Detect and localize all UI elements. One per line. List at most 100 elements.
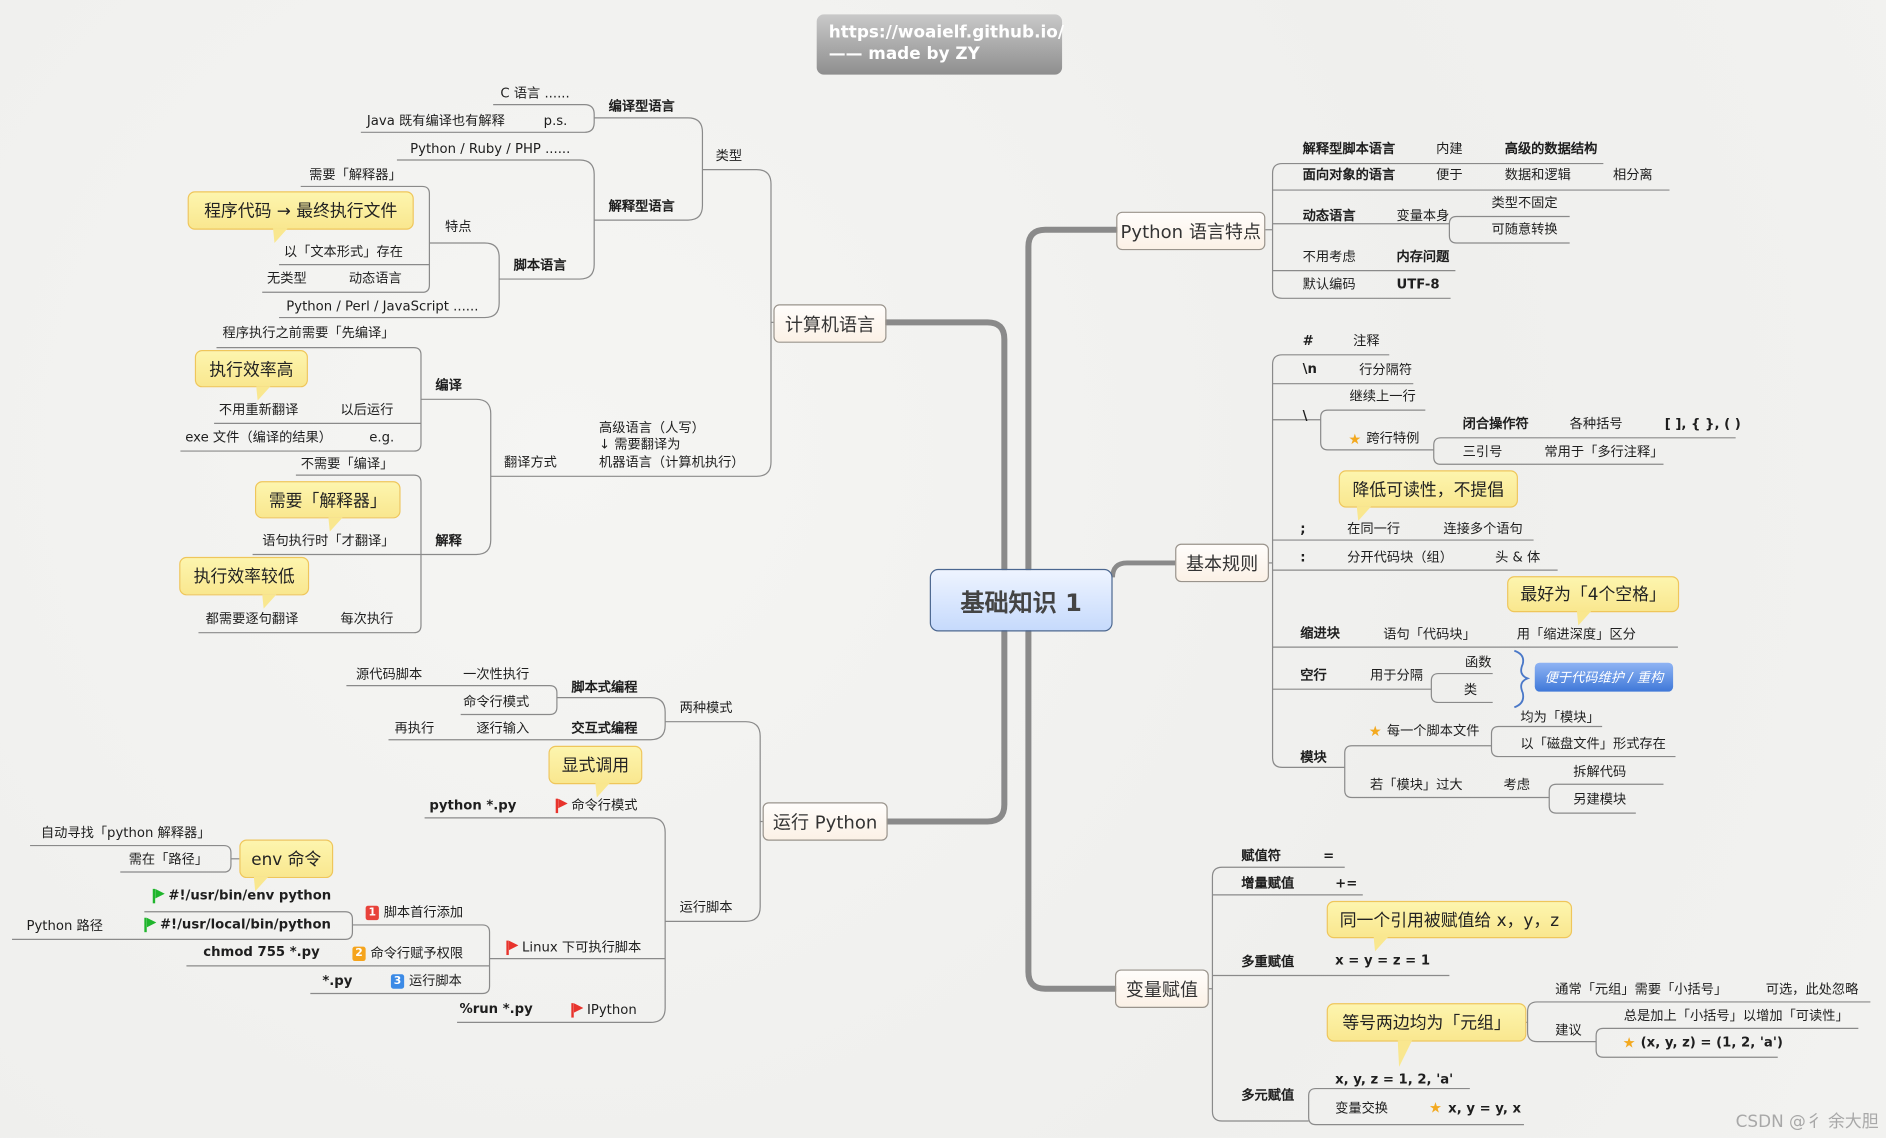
node-label: 每次执行 [340,611,394,627]
callout-note: 降低可读性，不提倡 [1338,470,1518,508]
topic-python-features[interactable]: Python 语言特点 [1116,211,1266,251]
node-label: 用「缩进深度」区分 [1516,626,1636,643]
node-label: 多元赋值 [1241,1087,1295,1103]
node-label: 翻译方式 [503,454,557,471]
node-label: 逐行输入 [476,720,530,737]
node-label: 类型 [715,147,743,164]
callout-note: 需要「解释器」 [254,481,401,519]
node-label: 动态语言 [348,270,402,287]
node-label: ; [1300,520,1306,537]
brace-icon [1514,649,1531,709]
priority-3-icon: 3 [390,974,405,989]
node-label: 以后运行 [340,401,394,418]
node-label: ↓ 需要翻译为 [598,436,681,453]
node-label: 考虑 [1503,777,1530,793]
trunk-run-python [884,628,1008,825]
callout-note: env 命令 [239,839,334,879]
node-label: chmod 755 *.py [203,944,320,960]
node-label: #!/usr/bin/env python [168,887,332,904]
trunk-features [1025,226,1120,572]
node-label: 均为「模块」 [1520,709,1600,726]
node-label: 便于 [1436,167,1463,183]
node-label: 特点 [445,218,472,235]
node-label: 头 & 体 [1495,549,1541,566]
node-label: Java 既有编译也有解释 [366,113,505,129]
node-label: p.s. [543,113,568,129]
node-label: 注释 [1353,333,1380,349]
node-label: # [1302,333,1314,349]
node-label: 赋值符 [1241,847,1281,864]
node-label: 命令行模式 [571,797,638,814]
node-label: 类 [1463,681,1478,698]
node-label: 用于分隔 [1370,667,1423,684]
node-label: 模块 [1300,749,1327,765]
node-label: 高级语言（人写） [598,419,705,436]
node-label: 命令行模式 [463,694,530,710]
node-label: 继续上一行 [1349,388,1416,405]
node-label: 若「模块」过大 [1370,777,1463,793]
node-label: %run *.py [459,1000,533,1017]
topic-variable-assignment[interactable]: 变量赋值 [1115,969,1209,1008]
star-icon: ★ [1428,1099,1442,1117]
node-label: 编译型语言 [608,98,675,115]
topic-basic-rules[interactable]: 基本规则 [1175,543,1269,583]
node-label: 都需要逐句翻译 [205,611,299,627]
node-label: 解释型脚本语言 [1302,140,1396,157]
node-label: x, y = y, x [1448,1100,1522,1117]
node-label: 相分离 [1612,167,1653,183]
node-label: 再执行 [394,720,435,737]
header-url: https://woaielf.github.io/ [828,22,1064,43]
priority-2-icon: 2 [352,946,366,962]
callout-note: 等号两边均为「元组」 [1326,1003,1527,1042]
topic-run-python[interactable]: 运行 Python [762,802,888,841]
node-label: IPython [586,1001,637,1018]
red-flag-icon [571,1003,583,1018]
node-label: 可选，此处忽略 [1765,981,1859,998]
node-label: Python / Perl / JavaScript ...... [286,298,479,314]
node-label: 高级的数据结构 [1504,140,1598,157]
node-label: 数据和逻辑 [1504,167,1571,183]
node-label: 通常「元组」需要「小括号」 [1555,981,1728,998]
header-banner[interactable]: https://woaielf.github.io/ —— made by ZY [816,14,1064,75]
node-label: python *.py [429,797,517,814]
node-label: 脚本式编程 [571,679,638,696]
star-icon: ★ [1622,1034,1636,1052]
node-label: 建议 [1555,1022,1582,1039]
callout-note: 显式调用 [548,745,643,785]
root-topic[interactable]: 基础知识 1 [929,568,1113,632]
trunk-computer-language [883,319,1008,572]
green-flag-icon [152,888,165,904]
node-label: 多重赋值 [1241,953,1295,970]
node-label: 编译 [435,377,462,394]
trunk-rules [1110,560,1176,578]
node-label: 不需要「编译」 [300,455,394,472]
star-icon: ★ [1348,430,1362,448]
node-label: 以「文本形式」存在 [283,244,403,260]
topic-computer-language[interactable]: 计算机语言 [773,304,887,343]
node-label: \n [1302,360,1317,377]
node-label: 交互式编程 [571,720,638,737]
node-label: 源代码脚本 [356,666,423,682]
node-label: 一次性执行 [463,666,530,682]
node-label: [ ], { }, ( ) [1664,416,1741,432]
node-label: 自动寻找「python 解释器」 [40,825,211,841]
node-label: 跨行特例 [1366,430,1420,447]
node-label: 解释 [435,532,462,549]
node-label: \ [1302,407,1308,424]
node-label: 不用重新翻译 [218,401,299,418]
callout-note: 最好为「4个空格」 [1507,576,1680,613]
node-label: 拆解代码 [1573,763,1627,780]
node-label: 程序执行之前需要「先编译」 [222,324,395,341]
node-label: UTF-8 [1396,276,1440,293]
node-label: 各种括号 [1569,416,1623,432]
node-label: 内存问题 [1396,248,1450,265]
node-label: 动态语言 [1302,208,1356,224]
node-label: 运行脚本 [408,973,462,989]
callout-note: 执行效率较低 [179,556,310,596]
star-icon: ★ [1368,722,1382,740]
node-label: 变量交换 [1335,1100,1389,1117]
node-label: 总是加上「小括号」以增加「可读性」 [1623,1007,1849,1024]
node-label: 解释型语言 [608,198,675,215]
node-label: 空行 [1300,667,1327,684]
